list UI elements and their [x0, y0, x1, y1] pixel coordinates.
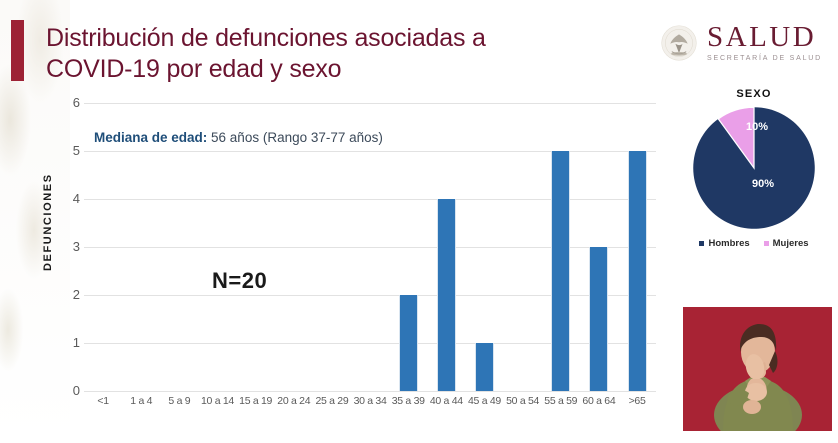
bar-slot	[427, 103, 465, 391]
salud-subtitle: SECRETARÍA DE SALUD	[707, 55, 822, 62]
bar-slot	[160, 103, 198, 391]
bar	[589, 247, 609, 391]
bar-slot	[351, 103, 389, 391]
bar-slot	[618, 103, 656, 391]
x-tick-label: 30 a 34	[353, 395, 387, 407]
gridline	[84, 295, 656, 296]
y-tick-label: 0	[72, 383, 80, 398]
salud-logo-text: SALUD SECRETARÍA DE SALUD	[707, 21, 822, 63]
bar	[474, 343, 494, 391]
bar-slot	[542, 103, 580, 391]
pie-chart-title: SEXO	[736, 88, 772, 100]
x-tick-label: >65	[628, 395, 646, 407]
legend-item-mujeres: Mujeres	[763, 238, 809, 249]
bar-slot	[237, 103, 275, 391]
bar-slot	[389, 103, 427, 391]
pie-chart-legend: Hombres Mujeres	[676, 238, 832, 249]
gridline	[84, 343, 656, 344]
page-title-line-2: COVID-19 por edad y sexo	[46, 55, 342, 83]
y-axis-title: DEFUNCIONES	[42, 173, 54, 271]
salud-logo: SALUD SECRETARÍA DE SALUD	[661, 23, 822, 62]
page-title: Distribución de defunciones asociadas a …	[46, 23, 626, 85]
bar-slot	[275, 103, 313, 391]
sex-distribution-pie-panel: SEXO 10% 90% Hombres Mujeres	[676, 88, 832, 278]
gridline	[84, 391, 656, 392]
deaths-by-age-bar-chart: DEFUNCIONES 0 1 2 3 4 5 6 <1 1 a 4 5 a 9 10 a 14 1…	[36, 95, 661, 420]
pie-chart-graphic: 10% 90%	[692, 106, 816, 230]
bars-layer	[84, 103, 656, 391]
x-tick-label: 5 a 9	[168, 395, 191, 407]
x-tick-label: 25 a 29	[315, 395, 349, 407]
x-axis-labels: <1 1 a 4 5 a 9 10 a 14 15 a 19 20 a 24 25 a 29…	[84, 395, 656, 407]
pie-label-hombres: 90%	[752, 178, 775, 190]
title-accent-bar	[11, 20, 24, 81]
bar-chart-plot-area	[84, 103, 656, 392]
gridline	[84, 151, 656, 152]
x-tick-label: 10 a 14	[201, 395, 234, 407]
x-tick-label: <1	[97, 395, 109, 407]
x-tick-label: 60 a 64	[582, 395, 616, 407]
x-tick-label: 35 a 39	[391, 395, 425, 407]
x-tick-label: 20 a 24	[277, 395, 311, 407]
y-tick-label: 6	[72, 95, 80, 110]
bar-slot	[84, 103, 122, 391]
x-tick-label: 45 a 49	[468, 395, 501, 407]
pie-svg	[693, 106, 815, 229]
x-tick-label: 55 a 59	[544, 395, 578, 407]
gridline	[84, 199, 656, 200]
median-age-annotation: Mediana de edad: 56 años (Rango 37-77 añ…	[94, 130, 383, 145]
sample-size-annotation: N=20	[212, 268, 268, 293]
bar-slot	[198, 103, 236, 391]
bar-slot	[465, 103, 503, 391]
pie-slice-mujeres	[717, 106, 755, 170]
sign-language-interpreter-video[interactable]	[683, 307, 832, 431]
bar-slot	[504, 103, 542, 391]
bar-slot	[580, 103, 618, 391]
gridline	[84, 103, 656, 104]
y-tick-label: 3	[72, 239, 80, 254]
legend-label-hombres: Hombres	[708, 238, 750, 249]
y-tick-label: 2	[72, 287, 80, 302]
bar	[551, 151, 571, 391]
legend-swatch-hombres	[699, 241, 705, 246]
y-tick-label: 1	[72, 335, 80, 350]
x-tick-label: 15 a 19	[239, 395, 273, 407]
gridline	[84, 247, 656, 248]
bar-slot	[313, 103, 351, 391]
salud-wordmark: SALUD	[707, 21, 817, 53]
y-tick-label: 4	[72, 191, 80, 206]
legend-item-hombres: Hombres	[699, 238, 750, 249]
median-age-value: 56 años (Rango 37-77 años)	[207, 130, 383, 145]
x-tick-label: 1 a 4	[130, 395, 153, 407]
bar	[627, 151, 647, 391]
pie-label-mujeres: 10%	[746, 121, 769, 133]
x-tick-label: 40 a 44	[429, 395, 463, 407]
median-age-label: Mediana de edad:	[94, 130, 208, 145]
y-tick-label: 5	[72, 143, 80, 158]
bar	[436, 199, 456, 391]
legend-swatch-mujeres	[763, 241, 769, 246]
bar-slot	[122, 103, 160, 391]
x-tick-label: 50 a 54	[506, 395, 540, 407]
legend-label-mujeres: Mujeres	[772, 238, 809, 249]
interpreter-figure	[683, 307, 832, 431]
page-title-line-1: Distribución de defunciones asociadas a	[46, 24, 486, 52]
bar	[398, 295, 418, 391]
mexican-eagle-emblem-icon	[661, 24, 697, 61]
